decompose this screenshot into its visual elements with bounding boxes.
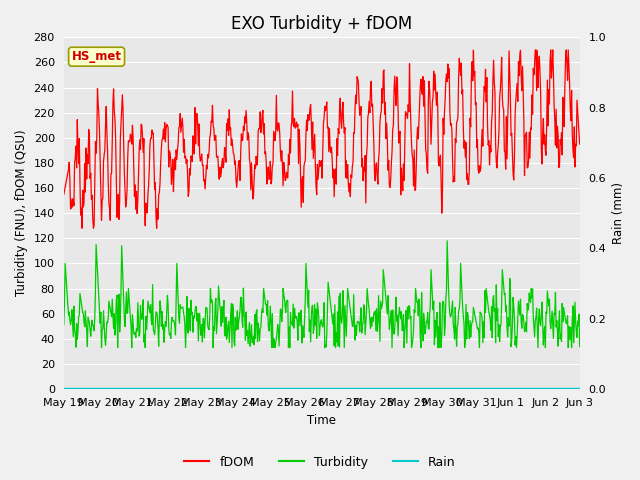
Text: HS_met: HS_met xyxy=(72,50,122,63)
Title: EXO Turbidity + fDOM: EXO Turbidity + fDOM xyxy=(231,15,412,33)
Y-axis label: Turbidity (FNU), fDOM (QSU): Turbidity (FNU), fDOM (QSU) xyxy=(15,130,28,297)
Legend: fDOM, Turbidity, Rain: fDOM, Turbidity, Rain xyxy=(179,451,461,474)
X-axis label: Time: Time xyxy=(307,414,336,427)
Y-axis label: Rain (mm): Rain (mm) xyxy=(612,182,625,244)
